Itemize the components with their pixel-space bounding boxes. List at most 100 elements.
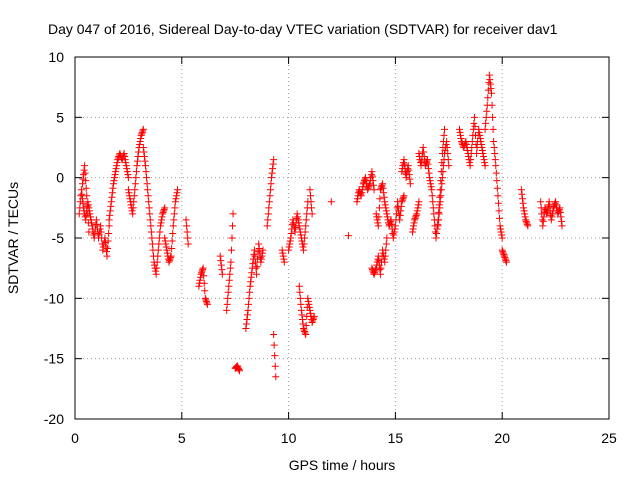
data-point [104, 237, 112, 245]
data-point [556, 204, 564, 212]
data-point [133, 162, 141, 170]
data-point [300, 246, 308, 254]
data-point [404, 162, 412, 170]
data-point [267, 180, 275, 188]
data-point [145, 198, 153, 206]
data-point [411, 216, 419, 224]
data-point [146, 216, 154, 224]
data-point [383, 234, 391, 242]
data-point [457, 131, 465, 139]
data-point [462, 137, 470, 145]
data-point [123, 168, 131, 176]
data-point [80, 171, 88, 179]
x-tick-label: 0 [71, 430, 79, 446]
data-point [307, 198, 315, 206]
data-point [94, 229, 102, 237]
data-point [429, 198, 437, 206]
data-point [302, 222, 310, 230]
data-point [499, 249, 507, 257]
data-point [380, 255, 388, 263]
data-point [428, 186, 436, 194]
data-point [136, 140, 144, 148]
data-point [124, 171, 132, 179]
data-point [456, 128, 464, 136]
data-point [425, 169, 433, 177]
data-point [382, 240, 390, 248]
data-point [82, 211, 90, 219]
data-point [308, 318, 316, 326]
data-point [434, 220, 442, 228]
data-point [439, 168, 447, 176]
data-point [437, 177, 445, 185]
y-tick-label: -20 [44, 411, 64, 427]
data-point [85, 204, 93, 212]
data-point [379, 180, 387, 188]
data-point [153, 264, 161, 272]
data-point [159, 210, 167, 218]
data-point [306, 306, 314, 314]
data-point [426, 177, 434, 185]
data-point [555, 207, 563, 215]
data-point [141, 157, 149, 165]
data-point [226, 264, 234, 272]
data-point [156, 222, 164, 230]
data-point [122, 159, 130, 167]
data-point [106, 207, 114, 215]
data-point [243, 311, 251, 319]
data-point [299, 320, 307, 328]
data-point [495, 207, 503, 215]
data-point [374, 255, 382, 263]
data-point [304, 294, 312, 302]
data-point [143, 174, 151, 182]
data-point [223, 306, 231, 314]
data-point [298, 315, 306, 323]
data-point [199, 266, 207, 274]
data-point [547, 211, 555, 219]
data-point [265, 204, 273, 212]
data-point [478, 147, 486, 155]
data-point [310, 312, 318, 320]
data-point [426, 174, 434, 182]
x-tick-labels: 0 5 10 15 20 25 [71, 430, 617, 446]
data-point [480, 153, 488, 161]
data-point [487, 85, 495, 93]
data-point [243, 315, 251, 323]
data-point [380, 189, 388, 197]
data-point [397, 202, 405, 210]
data-point [112, 168, 120, 176]
data-point [490, 144, 498, 151]
data-point [302, 216, 310, 224]
data-point [218, 270, 226, 278]
data-point [301, 328, 309, 336]
data-point [306, 309, 314, 317]
data-point [299, 243, 307, 251]
data-point [102, 243, 110, 251]
data-point [229, 222, 237, 230]
data-point [397, 207, 405, 215]
data-point [493, 177, 501, 185]
data-point [366, 180, 374, 188]
data-point [496, 214, 504, 222]
data-point [386, 219, 394, 227]
data-point [498, 246, 506, 254]
data-point [390, 228, 398, 236]
data-point [200, 279, 208, 287]
data-point [228, 234, 236, 242]
data-point [493, 184, 501, 192]
data-point [218, 266, 226, 274]
data-point [445, 162, 453, 170]
data-point [173, 189, 181, 197]
data-point [140, 148, 148, 156]
data-point [434, 222, 442, 230]
data-point [406, 180, 414, 188]
data-point [488, 89, 496, 97]
data-point [154, 252, 162, 260]
data-point [147, 228, 155, 236]
data-point [344, 232, 352, 240]
data-point [163, 249, 171, 257]
axis-ticks [74, 56, 610, 420]
data-point [278, 246, 286, 254]
data-point [404, 165, 412, 173]
data-point [292, 223, 300, 231]
data-point [217, 257, 225, 265]
